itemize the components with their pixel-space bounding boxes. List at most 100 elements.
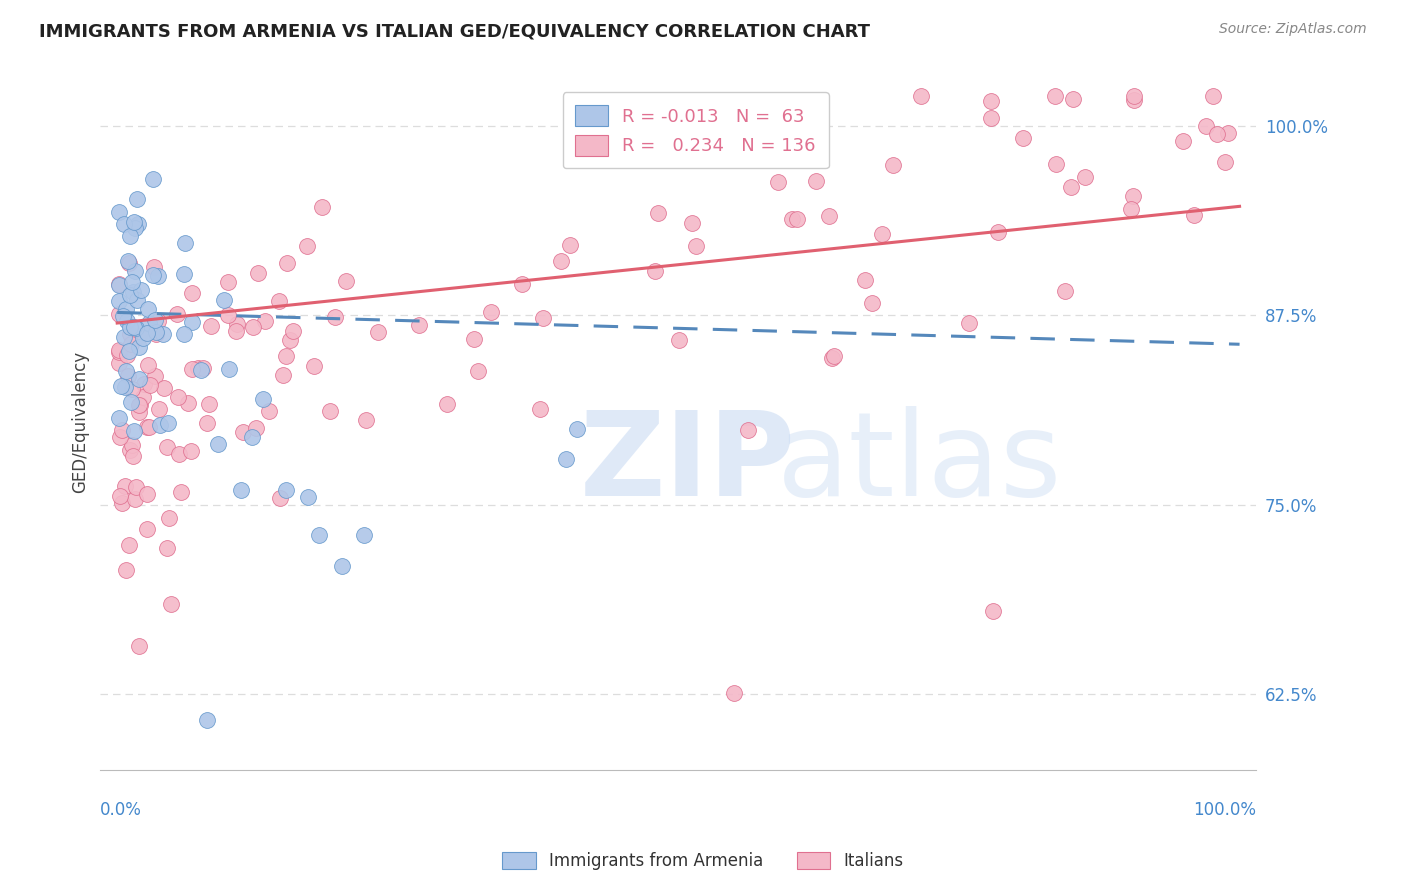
Point bbox=[118, 327, 141, 342]
Point bbox=[148, 401, 170, 416]
Point bbox=[125, 192, 148, 206]
Point bbox=[136, 487, 159, 501]
Point bbox=[115, 348, 138, 362]
Point bbox=[173, 268, 195, 282]
Point bbox=[195, 416, 218, 430]
Point bbox=[200, 318, 222, 333]
Point bbox=[181, 285, 204, 300]
Point bbox=[181, 362, 204, 376]
Point bbox=[685, 238, 707, 252]
Point bbox=[128, 640, 150, 654]
Point bbox=[143, 313, 166, 327]
Point bbox=[173, 326, 195, 341]
Point bbox=[110, 423, 132, 437]
Point bbox=[479, 305, 502, 319]
Point bbox=[252, 392, 274, 406]
Point bbox=[987, 225, 1010, 239]
Point bbox=[217, 275, 239, 289]
Point bbox=[121, 275, 143, 289]
Point bbox=[125, 321, 148, 335]
Point bbox=[157, 416, 180, 430]
Point bbox=[138, 316, 160, 330]
Point bbox=[254, 313, 277, 327]
Point bbox=[138, 377, 160, 392]
Point bbox=[981, 604, 1004, 618]
Point bbox=[269, 491, 291, 506]
Point bbox=[1213, 154, 1236, 169]
Point bbox=[108, 293, 131, 308]
Point bbox=[157, 511, 180, 525]
Point bbox=[153, 381, 176, 395]
Point bbox=[1195, 119, 1218, 133]
Point bbox=[644, 263, 666, 277]
Point bbox=[108, 343, 131, 357]
Point bbox=[555, 452, 578, 467]
Point bbox=[118, 256, 141, 270]
Point bbox=[1173, 134, 1195, 148]
Point bbox=[136, 326, 159, 341]
Point bbox=[766, 175, 789, 189]
Point bbox=[207, 437, 229, 451]
Point bbox=[169, 485, 191, 500]
Point bbox=[529, 402, 551, 417]
Point bbox=[190, 362, 212, 376]
Point bbox=[1043, 88, 1066, 103]
Point bbox=[225, 318, 247, 332]
Point bbox=[118, 319, 141, 334]
Point bbox=[125, 293, 148, 307]
Point bbox=[118, 442, 141, 457]
Legend: R = -0.013   N =  63, R =   0.234   N = 136: R = -0.013 N = 63, R = 0.234 N = 136 bbox=[562, 93, 828, 169]
Point bbox=[111, 309, 134, 323]
Point bbox=[115, 301, 138, 316]
Point bbox=[804, 174, 827, 188]
Point bbox=[681, 216, 703, 230]
Point bbox=[311, 200, 333, 214]
Point bbox=[668, 333, 690, 347]
Point bbox=[177, 395, 200, 409]
Point bbox=[737, 423, 759, 437]
Point bbox=[353, 528, 375, 542]
Point bbox=[112, 330, 135, 344]
Point bbox=[1202, 88, 1225, 103]
Point bbox=[128, 328, 150, 343]
Point bbox=[108, 205, 131, 219]
Point bbox=[882, 158, 904, 172]
Point bbox=[271, 368, 294, 382]
Point bbox=[786, 212, 808, 227]
Point bbox=[367, 325, 389, 339]
Point bbox=[156, 541, 179, 555]
Point bbox=[124, 492, 146, 507]
Point bbox=[1054, 284, 1077, 298]
Point bbox=[120, 336, 142, 351]
Point bbox=[132, 331, 155, 345]
Point bbox=[870, 227, 893, 242]
Point bbox=[120, 288, 142, 302]
Point bbox=[146, 313, 169, 327]
Point bbox=[531, 311, 554, 326]
Point bbox=[818, 209, 841, 223]
Point bbox=[240, 430, 263, 444]
Point bbox=[124, 215, 146, 229]
Point bbox=[782, 211, 804, 226]
Point bbox=[1062, 92, 1084, 106]
Point bbox=[149, 417, 172, 432]
Point bbox=[1074, 169, 1097, 184]
Point bbox=[1045, 157, 1067, 171]
Point bbox=[820, 351, 842, 366]
Point bbox=[217, 308, 239, 322]
Point bbox=[121, 438, 143, 452]
Point bbox=[1122, 188, 1144, 202]
Point bbox=[152, 327, 174, 342]
Point bbox=[186, 361, 208, 376]
Point bbox=[127, 217, 149, 231]
Text: IMMIGRANTS FROM ARMENIA VS ITALIAN GED/EQUIVALENCY CORRELATION CHART: IMMIGRANTS FROM ARMENIA VS ITALIAN GED/E… bbox=[39, 22, 870, 40]
Point bbox=[308, 528, 330, 542]
Point bbox=[510, 277, 533, 292]
Point bbox=[111, 495, 134, 509]
Point bbox=[1123, 93, 1146, 107]
Point bbox=[259, 403, 281, 417]
Point bbox=[108, 356, 131, 370]
Point bbox=[276, 349, 298, 363]
Point bbox=[142, 172, 165, 186]
Point bbox=[117, 253, 139, 268]
